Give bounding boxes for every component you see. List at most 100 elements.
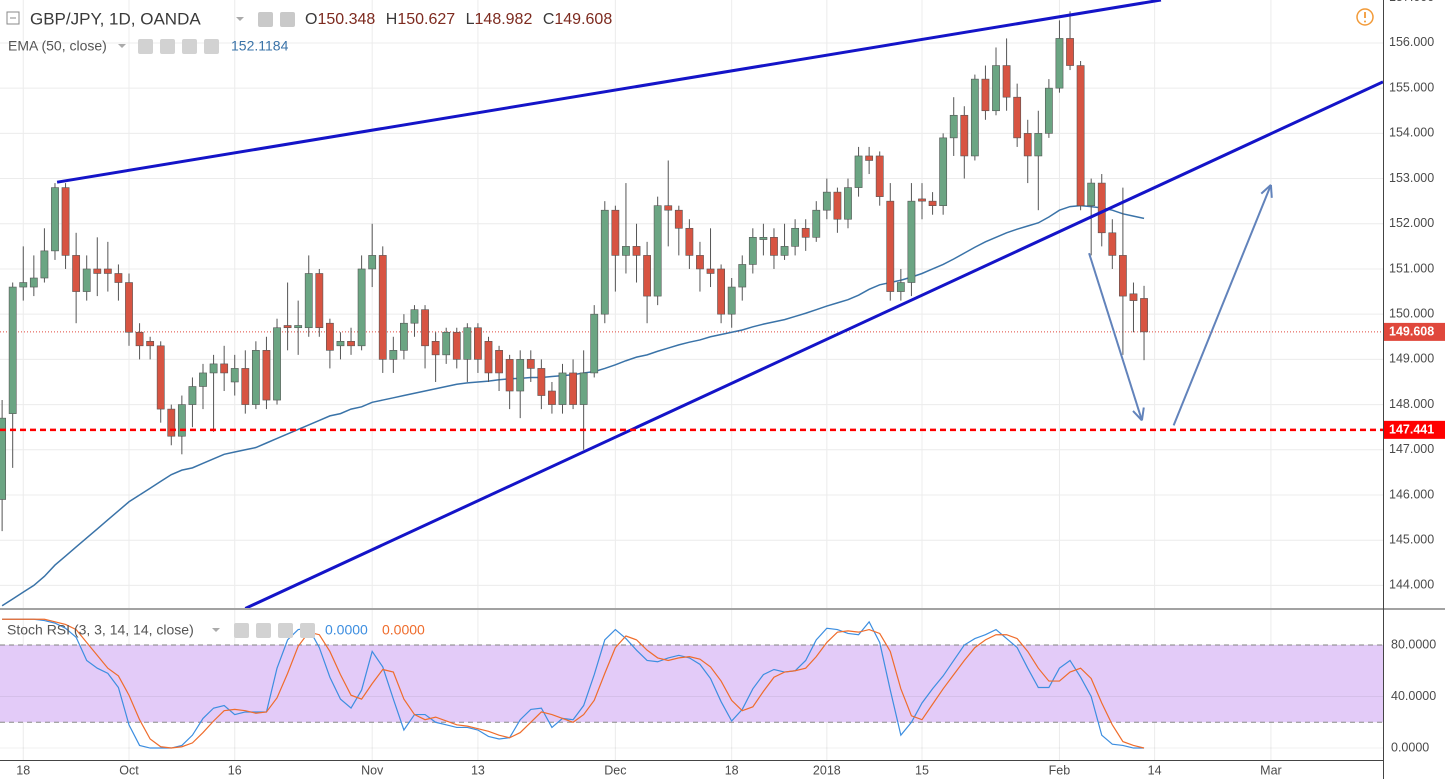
level-label: 147.441 [1389, 423, 1434, 437]
ema-settings-icon[interactable] [160, 39, 175, 54]
candle-body [400, 322, 408, 351]
ema-value: 152.1184 [231, 38, 289, 54]
candle-body [283, 325, 292, 329]
close-label: C [543, 11, 555, 28]
candle-body [1002, 65, 1011, 98]
x-tick-label: Dec [604, 763, 626, 777]
candle-body [537, 368, 546, 396]
candle-body [970, 78, 979, 157]
candle-body [167, 408, 176, 437]
candle-body [135, 331, 144, 347]
x-tick-label: 18 [16, 763, 30, 777]
x-tick-label: 16 [228, 763, 242, 777]
candle-body [759, 237, 768, 240]
candle-body [833, 191, 842, 220]
eye-icon[interactable] [258, 12, 273, 27]
candle-body [114, 273, 123, 283]
y-tick-label: 0.0000 [1391, 740, 1429, 754]
candle-body [505, 359, 514, 392]
low-label: L [466, 11, 475, 28]
candle-body [1013, 96, 1022, 139]
candle-body [717, 268, 726, 315]
y-tick-label: 146.000 [1389, 487, 1434, 501]
candle-body [304, 273, 313, 329]
x-tick-label: 15 [915, 763, 929, 777]
stoch-eye-icon[interactable] [234, 623, 249, 638]
stoch-menu[interactable] [212, 628, 220, 632]
y-tick-label: 148.000 [1389, 397, 1434, 411]
candle-body [611, 209, 620, 256]
candle-body [1034, 133, 1043, 157]
candle-body [93, 268, 102, 274]
price-pane [0, 0, 1383, 608]
y-tick-label: 144.000 [1389, 578, 1434, 592]
settings-icon[interactable] [280, 12, 295, 27]
candle-body [410, 309, 419, 324]
x-tick-label: 13 [471, 763, 485, 777]
arrow-head [1260, 184, 1272, 195]
candle-body [431, 340, 440, 356]
candle-body [82, 268, 91, 292]
candle-body [590, 313, 599, 374]
candle-body [600, 209, 609, 315]
stoch-settings-icon[interactable] [256, 623, 271, 638]
close-value: 149.608 [554, 11, 612, 28]
candle-body [960, 114, 969, 157]
stoch-d-value: 0.0000 [382, 622, 425, 638]
candle-body [928, 200, 937, 206]
ema-remove-icon[interactable] [204, 39, 219, 54]
candle-body [177, 404, 186, 437]
ema-menu[interactable] [118, 44, 126, 48]
high-label: H [386, 11, 398, 28]
stoch-legend: Stoch RSI (3, 3, 14, 14, close) [7, 622, 194, 638]
y-tick-label: 40.0000 [1391, 689, 1436, 703]
candle-body [674, 209, 683, 229]
last-price-label: 149.608 [1389, 325, 1434, 339]
y-tick-label: 151.000 [1389, 261, 1434, 275]
candle-body [548, 390, 556, 405]
candle-body [40, 250, 49, 279]
stoch-add-icon[interactable] [278, 623, 293, 638]
collapse-icon[interactable] [6, 11, 20, 25]
ema-eye-icon[interactable] [138, 39, 153, 54]
candle-body [949, 114, 958, 139]
x-tick-label: 2018 [813, 763, 841, 777]
candle-body [727, 286, 736, 315]
candle-body [981, 78, 990, 112]
arrow-head [1269, 184, 1273, 198]
candle-body [199, 372, 207, 387]
candle-body [262, 350, 271, 401]
candle-body [1044, 87, 1053, 134]
candle-body [738, 264, 747, 288]
candle-body [791, 227, 800, 247]
y-tick-label: 147.000 [1389, 442, 1434, 456]
alert-icon[interactable] [1356, 8, 1374, 26]
candle-body [907, 200, 916, 283]
candle-body [8, 286, 17, 414]
arrow [1172, 184, 1272, 426]
candle-body [72, 255, 81, 292]
candle-body [1066, 38, 1074, 66]
stoch-k-value: 0.0000 [325, 622, 368, 638]
candle-body [357, 268, 366, 347]
candle-body [325, 322, 334, 351]
candle-body [251, 350, 260, 405]
symbol-menu[interactable] [236, 17, 244, 21]
candle-body [347, 340, 355, 347]
candle-body [389, 350, 398, 360]
y-tick-label: 152.000 [1389, 216, 1434, 230]
x-tick-label: 14 [1148, 763, 1162, 777]
candle-body [1140, 298, 1148, 333]
candle-body [156, 345, 165, 410]
stoch-remove-icon[interactable] [300, 623, 315, 638]
candle-body [1108, 232, 1117, 256]
candle-body [865, 155, 874, 161]
arrow-head [1140, 407, 1145, 421]
ema-legend: EMA (50, close) [8, 38, 107, 54]
ema-add-icon[interactable] [182, 39, 197, 54]
x-tick-label: Feb [1049, 763, 1071, 777]
y-tick-label: 80.0000 [1391, 637, 1436, 651]
x-tick-label: Mar [1260, 763, 1282, 777]
candle-body [495, 350, 503, 374]
candle-body [770, 237, 778, 256]
